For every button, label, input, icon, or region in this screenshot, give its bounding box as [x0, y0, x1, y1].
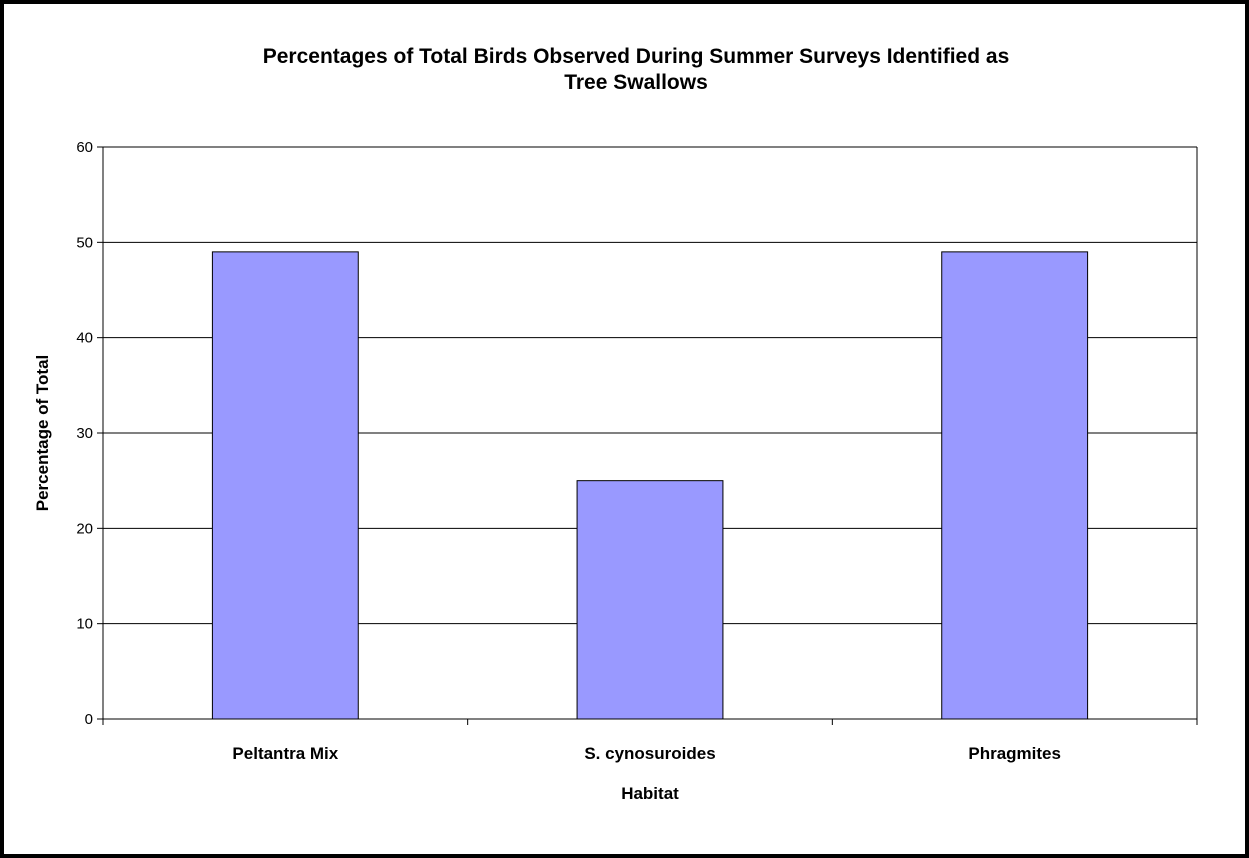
x-tick-label: S. cynosuroides — [584, 744, 715, 763]
y-tick-label: 0 — [85, 711, 93, 728]
y-tick-label: 10 — [76, 616, 93, 633]
y-tick-label: 30 — [76, 425, 93, 442]
y-tick-label: 20 — [76, 520, 93, 537]
y-tick-label: 60 — [76, 139, 93, 156]
y-axis-title: Percentage of Total — [33, 355, 52, 512]
y-tick-label: 50 — [76, 234, 93, 251]
bar-s-cynosuroides — [576, 480, 724, 720]
y-tick-label: 40 — [76, 330, 93, 347]
bar-peltantra-mix — [211, 251, 359, 720]
x-tick-label: Peltantra Mix — [232, 744, 338, 763]
chart-svg: 0 10 20 30 40 50 60 Peltantra Mix S. cynosuroide… — [33, 139, 1198, 803]
x-axis-title: Habitat — [621, 784, 679, 803]
plot-area: 0 10 20 30 40 50 60 Peltantra Mix S. cynosuroide… — [76, 139, 1198, 763]
chart-title: Percentages of Total Birds Observed Duri… — [262, 45, 1010, 94]
x-tick-label: Phragmites — [968, 744, 1061, 763]
bar-phragmites — [941, 251, 1089, 720]
